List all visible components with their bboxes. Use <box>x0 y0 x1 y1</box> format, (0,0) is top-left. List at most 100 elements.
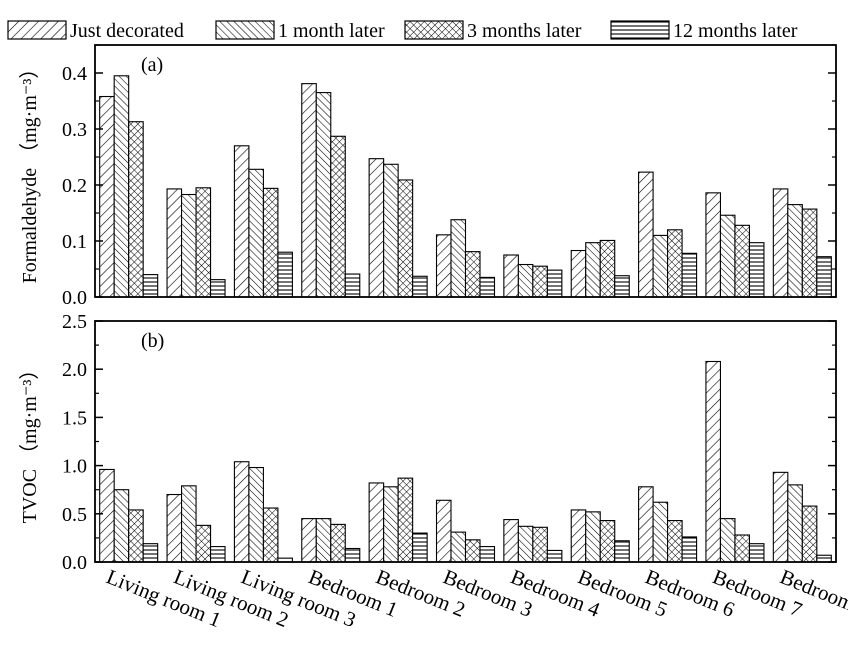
bar <box>383 486 399 563</box>
bar <box>570 509 587 563</box>
legend-swatch <box>7 20 67 40</box>
bar <box>734 534 751 563</box>
bar <box>667 519 683 563</box>
bar <box>464 251 481 298</box>
bar <box>652 501 669 563</box>
legend-item: 12 months later <box>610 20 798 42</box>
y-tick-label: 0.4 <box>62 63 87 85</box>
bar <box>705 360 722 563</box>
bar <box>748 543 765 563</box>
bar <box>397 179 414 298</box>
bar <box>315 518 332 563</box>
bar <box>166 493 183 563</box>
bar <box>412 275 428 298</box>
bar <box>638 171 654 298</box>
legend-label: 1 month later <box>278 20 385 42</box>
bar <box>816 554 832 563</box>
bar <box>614 540 630 563</box>
bar <box>816 256 832 298</box>
bar <box>412 532 428 563</box>
bar <box>195 524 212 563</box>
bar <box>233 461 250 563</box>
legend-item: 3 months later <box>404 20 582 42</box>
legend-swatch <box>404 20 464 40</box>
bar <box>667 229 683 298</box>
panel: 0.0 0.1 0.2 0.3 0.4 (a) Formaldehyde （mg·m⁻³） <box>18 44 837 309</box>
bar <box>705 192 722 298</box>
y-axis-title: Formaldehyde （mg·m⁻³） <box>18 59 41 284</box>
bar <box>128 509 144 563</box>
bar <box>315 92 332 298</box>
bar <box>301 83 317 298</box>
bar <box>748 242 765 298</box>
y-tick-label: 0.1 <box>62 231 87 253</box>
legend: Just decorated 1 month later 3 months late… <box>7 20 798 42</box>
panel-label: (a) <box>141 54 163 76</box>
bar <box>301 518 317 563</box>
y-tick-label: 1.0 <box>62 456 87 478</box>
bar <box>262 187 279 298</box>
bar <box>435 499 452 563</box>
bar <box>210 546 226 563</box>
bar <box>517 263 534 298</box>
bar <box>195 187 212 298</box>
bar <box>652 234 669 298</box>
bar <box>546 269 563 298</box>
bar <box>681 536 698 563</box>
bar <box>181 485 197 563</box>
bar <box>546 549 563 563</box>
bar-group <box>99 360 832 563</box>
bar <box>368 158 385 298</box>
bar <box>210 279 226 298</box>
bar <box>262 507 279 563</box>
bar <box>450 531 467 563</box>
bar <box>787 484 803 563</box>
bar <box>166 188 183 298</box>
y-tick-label: 0.0 <box>62 552 87 574</box>
bar <box>344 273 361 298</box>
legend-item: Just decorated <box>7 20 184 42</box>
bar <box>772 188 789 298</box>
bar-group <box>99 75 832 298</box>
bar <box>113 75 130 298</box>
bar <box>142 543 159 563</box>
bar <box>142 274 159 298</box>
panel-label: (b) <box>141 330 164 352</box>
y-axis-title: TVOC （mg·m⁻³） <box>18 360 41 524</box>
bar <box>517 525 534 563</box>
y-tick-label: 0.0 <box>62 287 87 309</box>
y-tick-label: 2.0 <box>62 359 87 381</box>
bar <box>464 539 481 563</box>
bar <box>570 249 587 298</box>
bar <box>772 471 789 563</box>
legend-label: 3 months later <box>467 20 582 42</box>
bar <box>113 489 130 563</box>
bar <box>450 219 467 298</box>
bar <box>734 224 751 298</box>
bar <box>801 505 818 563</box>
legend-label: Just decorated <box>70 20 184 42</box>
bar <box>397 477 414 563</box>
bar <box>181 193 197 298</box>
bar <box>99 95 115 298</box>
bar <box>330 523 346 563</box>
bar <box>435 234 452 298</box>
y-tick-label: 2.5 <box>62 311 87 333</box>
legend-item: 1 month later <box>215 20 385 42</box>
bar <box>233 145 250 298</box>
bar <box>277 251 293 298</box>
bar <box>479 546 496 563</box>
bar <box>532 265 548 298</box>
bar <box>801 208 818 298</box>
bar <box>638 486 654 563</box>
bar <box>248 466 264 563</box>
bar <box>532 526 548 563</box>
bar <box>344 547 361 563</box>
y-tick-label: 0.2 <box>62 175 87 197</box>
bar <box>614 275 630 298</box>
y-tick-label: 0.3 <box>62 119 87 141</box>
y-tick-label: 0.5 <box>62 504 87 526</box>
